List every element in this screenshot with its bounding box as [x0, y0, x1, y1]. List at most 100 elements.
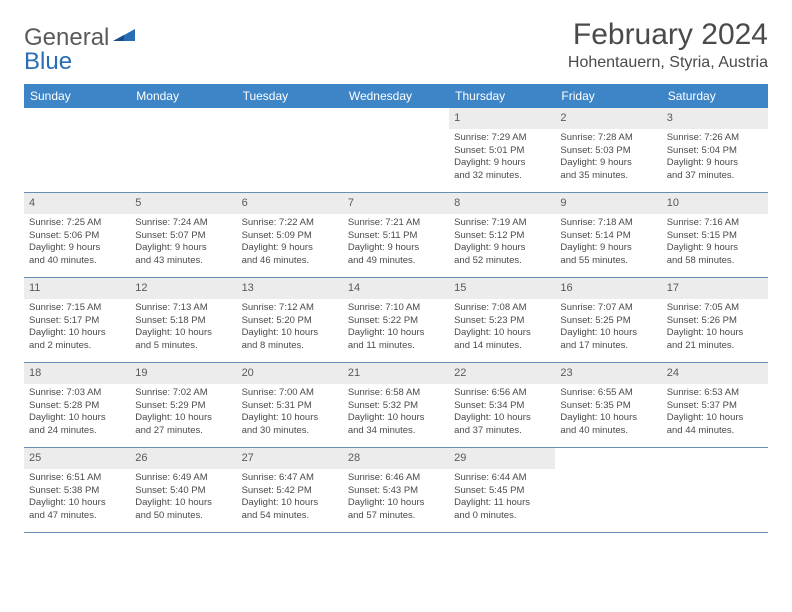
day-number: 25: [24, 448, 130, 469]
sunset-text: Sunset: 5:31 PM: [242, 400, 338, 413]
daylight-text-2: and 5 minutes.: [135, 340, 231, 353]
daylight-text: Daylight: 10 hours: [242, 412, 338, 425]
daylight-text: Daylight: 9 hours: [135, 242, 231, 255]
calendar-day-cell: 14Sunrise: 7:10 AMSunset: 5:22 PMDayligh…: [343, 278, 449, 362]
calendar-week-row: 1Sunrise: 7:29 AMSunset: 5:01 PMDaylight…: [24, 108, 768, 193]
daylight-text-2: and 17 minutes.: [560, 340, 656, 353]
sunset-text: Sunset: 5:01 PM: [454, 145, 550, 158]
calendar-day-cell: 19Sunrise: 7:02 AMSunset: 5:29 PMDayligh…: [130, 363, 236, 447]
daylight-text: Daylight: 9 hours: [242, 242, 338, 255]
daylight-text: Daylight: 10 hours: [29, 497, 125, 510]
weekday-header: Thursday: [449, 84, 555, 108]
calendar-day-cell: 16Sunrise: 7:07 AMSunset: 5:25 PMDayligh…: [555, 278, 661, 362]
daylight-text-2: and 11 minutes.: [348, 340, 444, 353]
weekday-header: Saturday: [662, 84, 768, 108]
daylight-text: Daylight: 9 hours: [667, 242, 763, 255]
day-number: 13: [237, 278, 343, 299]
sunrise-text: Sunrise: 7:13 AM: [135, 302, 231, 315]
sunrise-text: Sunrise: 6:55 AM: [560, 387, 656, 400]
daylight-text-2: and 37 minutes.: [667, 170, 763, 183]
daylight-text: Daylight: 10 hours: [135, 327, 231, 340]
weekday-header: Friday: [555, 84, 661, 108]
day-number: 2: [555, 108, 661, 129]
daylight-text: Daylight: 10 hours: [242, 497, 338, 510]
calendar-header-row: SundayMondayTuesdayWednesdayThursdayFrid…: [24, 84, 768, 108]
day-number: 24: [662, 363, 768, 384]
daylight-text-2: and 54 minutes.: [242, 510, 338, 523]
calendar-day-cell: 11Sunrise: 7:15 AMSunset: 5:17 PMDayligh…: [24, 278, 130, 362]
day-number: 28: [343, 448, 449, 469]
sunset-text: Sunset: 5:18 PM: [135, 315, 231, 328]
sunrise-text: Sunrise: 7:26 AM: [667, 132, 763, 145]
daylight-text-2: and 58 minutes.: [667, 255, 763, 268]
calendar-week-row: 25Sunrise: 6:51 AMSunset: 5:38 PMDayligh…: [24, 448, 768, 533]
daylight-text-2: and 47 minutes.: [29, 510, 125, 523]
sunrise-text: Sunrise: 7:03 AM: [29, 387, 125, 400]
sunset-text: Sunset: 5:28 PM: [29, 400, 125, 413]
calendar-day-cell: 27Sunrise: 6:47 AMSunset: 5:42 PMDayligh…: [237, 448, 343, 532]
daylight-text-2: and 37 minutes.: [454, 425, 550, 438]
calendar-day-cell: [343, 108, 449, 192]
calendar-day-cell: 2 Sunrise: 7:28 AMSunset: 5:03 PMDaylight…: [555, 108, 661, 192]
sunset-text: Sunset: 5:11 PM: [348, 230, 444, 243]
daylight-text-2: and 34 minutes.: [348, 425, 444, 438]
sunrise-text: Sunrise: 7:00 AM: [242, 387, 338, 400]
daylight-text-2: and 24 minutes.: [29, 425, 125, 438]
sunset-text: Sunset: 5:37 PM: [667, 400, 763, 413]
daylight-text-2: and 35 minutes.: [560, 170, 656, 183]
sunset-text: Sunset: 5:45 PM: [454, 485, 550, 498]
daylight-text: Daylight: 9 hours: [560, 157, 656, 170]
sunrise-text: Sunrise: 6:44 AM: [454, 472, 550, 485]
daylight-text: Daylight: 10 hours: [560, 327, 656, 340]
calendar-body: 1Sunrise: 7:29 AMSunset: 5:01 PMDaylight…: [24, 108, 768, 533]
daylight-text: Daylight: 10 hours: [454, 327, 550, 340]
sunset-text: Sunset: 5:38 PM: [29, 485, 125, 498]
daylight-text: Daylight: 10 hours: [560, 412, 656, 425]
calendar-day-cell: 29Sunrise: 6:44 AMSunset: 5:45 PMDayligh…: [449, 448, 555, 532]
daylight-text: Daylight: 9 hours: [454, 242, 550, 255]
sunrise-text: Sunrise: 7:29 AM: [454, 132, 550, 145]
sunrise-text: Sunrise: 7:24 AM: [135, 217, 231, 230]
daylight-text-2: and 8 minutes.: [242, 340, 338, 353]
sunrise-text: Sunrise: 7:15 AM: [29, 302, 125, 315]
calendar-day-cell: 9Sunrise: 7:18 AMSunset: 5:14 PMDaylight…: [555, 193, 661, 277]
daylight-text-2: and 52 minutes.: [454, 255, 550, 268]
daylight-text-2: and 43 minutes.: [135, 255, 231, 268]
weekday-header: Monday: [130, 84, 236, 108]
brand-logo: General: [24, 18, 137, 52]
sunrise-text: Sunrise: 7:25 AM: [29, 217, 125, 230]
weekday-header: Sunday: [24, 84, 130, 108]
daylight-text: Daylight: 10 hours: [29, 412, 125, 425]
daylight-text: Daylight: 10 hours: [348, 327, 444, 340]
sunset-text: Sunset: 5:40 PM: [135, 485, 231, 498]
sunset-text: Sunset: 5:22 PM: [348, 315, 444, 328]
sunset-text: Sunset: 5:23 PM: [454, 315, 550, 328]
day-number: 6: [237, 193, 343, 214]
daylight-text-2: and 32 minutes.: [454, 170, 550, 183]
sunrise-text: Sunrise: 7:28 AM: [560, 132, 656, 145]
sunset-text: Sunset: 5:26 PM: [667, 315, 763, 328]
sunrise-text: Sunrise: 7:21 AM: [348, 217, 444, 230]
daylight-text: Daylight: 10 hours: [29, 327, 125, 340]
day-number: 10: [662, 193, 768, 214]
sunrise-text: Sunrise: 7:16 AM: [667, 217, 763, 230]
daylight-text-2: and 21 minutes.: [667, 340, 763, 353]
daylight-text: Daylight: 9 hours: [667, 157, 763, 170]
sunset-text: Sunset: 5:03 PM: [560, 145, 656, 158]
logo-graphic-icon: [113, 27, 135, 50]
sunrise-text: Sunrise: 7:12 AM: [242, 302, 338, 315]
day-number: 18: [24, 363, 130, 384]
calendar-day-cell: 7Sunrise: 7:21 AMSunset: 5:11 PMDaylight…: [343, 193, 449, 277]
daylight-text: Daylight: 10 hours: [667, 327, 763, 340]
sunset-text: Sunset: 5:17 PM: [29, 315, 125, 328]
daylight-text-2: and 30 minutes.: [242, 425, 338, 438]
calendar-day-cell: 25Sunrise: 6:51 AMSunset: 5:38 PMDayligh…: [24, 448, 130, 532]
sunrise-text: Sunrise: 7:08 AM: [454, 302, 550, 315]
calendar-day-cell: 22Sunrise: 6:56 AMSunset: 5:34 PMDayligh…: [449, 363, 555, 447]
calendar-day-cell: 10Sunrise: 7:16 AMSunset: 5:15 PMDayligh…: [662, 193, 768, 277]
daylight-text-2: and 27 minutes.: [135, 425, 231, 438]
sunrise-text: Sunrise: 6:58 AM: [348, 387, 444, 400]
calendar-day-cell: 5Sunrise: 7:24 AMSunset: 5:07 PMDaylight…: [130, 193, 236, 277]
sunrise-text: Sunrise: 6:46 AM: [348, 472, 444, 485]
calendar-day-cell: [24, 108, 130, 192]
